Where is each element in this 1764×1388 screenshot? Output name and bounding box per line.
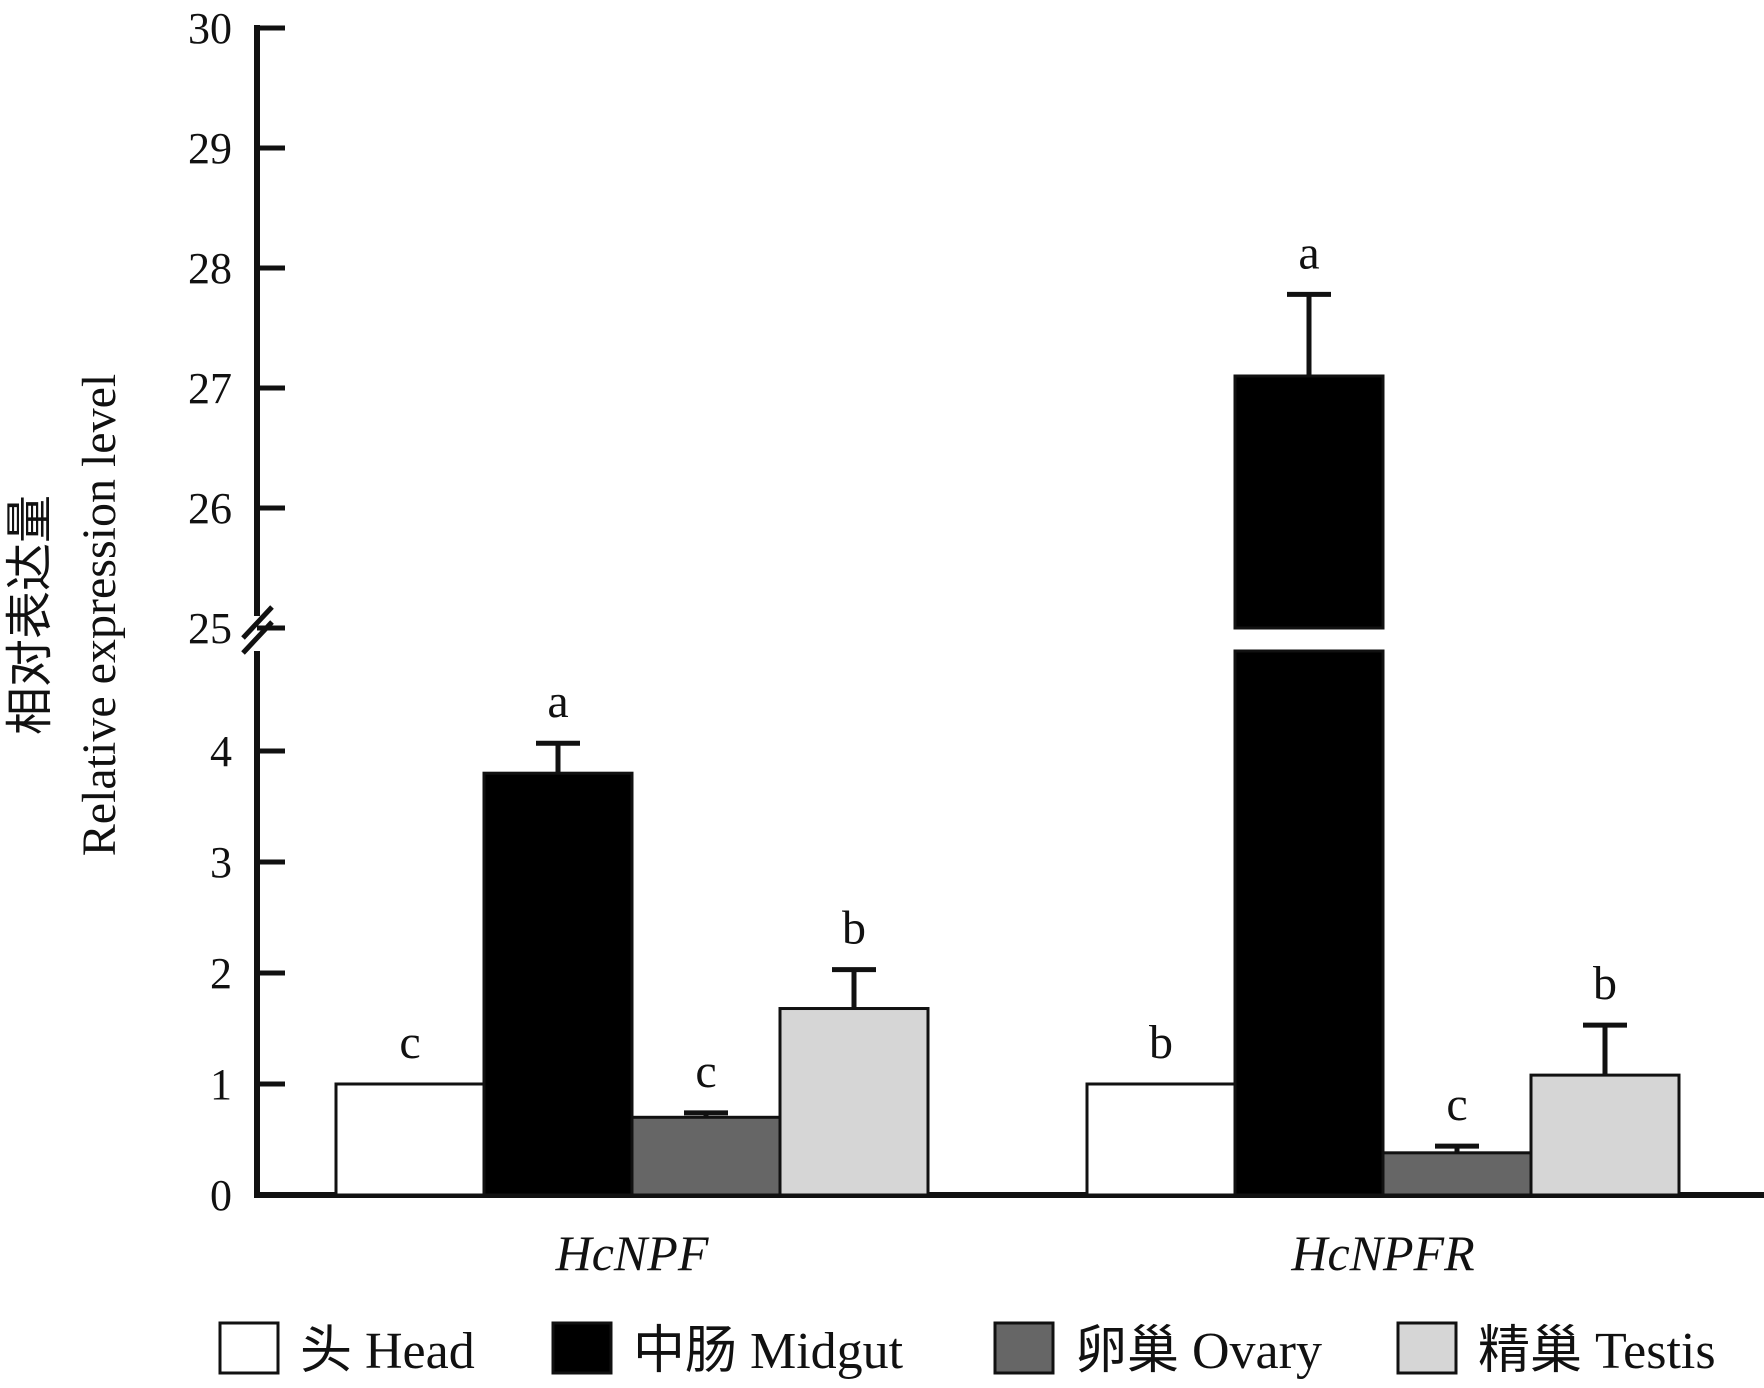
bar <box>630 1115 782 1197</box>
legend-swatch <box>551 1321 613 1375</box>
significance-label: b <box>842 902 866 955</box>
y-tick-label: 4 <box>210 727 232 776</box>
y-axis: 0 1 2 3 4 25 26 27 28 29 30 <box>188 4 1764 1220</box>
bar <box>1529 1073 1681 1197</box>
legend-swatch <box>1396 1321 1458 1375</box>
legend-swatch <box>218 1321 280 1375</box>
significance-label: c <box>695 1045 716 1098</box>
significance-label: b <box>1149 1016 1173 1069</box>
bars: c a c b HcNPF b a c b HcNPFR <box>334 226 1681 1281</box>
y-tick-label: 1 <box>210 1060 232 1109</box>
significance-label: c <box>1446 1078 1467 1131</box>
legend-label: 头 Head <box>300 1323 475 1380</box>
significance-label: b <box>1593 957 1617 1010</box>
significance-label: c <box>399 1016 420 1069</box>
significance-label: a <box>1298 226 1319 279</box>
bar <box>1233 374 1385 630</box>
bar <box>778 1007 930 1197</box>
significance-label: a <box>547 675 568 728</box>
legend-label: 精巢 Testis <box>1478 1323 1716 1380</box>
bar <box>1233 649 1385 1197</box>
legend-swatch <box>993 1321 1055 1375</box>
y-tick-label: 30 <box>188 4 232 53</box>
y-tick-label: 3 <box>210 838 232 887</box>
y-axis-label-cn: 相对表达量 <box>4 495 57 735</box>
y-tick-label: 28 <box>188 244 232 293</box>
y-axis-label-en: Relative expression level <box>73 374 126 857</box>
legend: 头 Head 中肠 Midgut 卵巢 Ovary 精巢 Testis <box>218 1321 1716 1380</box>
legend-label: 卵巢 Ovary <box>1075 1323 1322 1380</box>
y-tick-label: 29 <box>188 124 232 173</box>
axis-break-mark <box>241 605 274 640</box>
y-tick-label: 25 <box>188 604 232 653</box>
y-tick-label: 27 <box>188 364 232 413</box>
y-tick-label: 0 <box>210 1171 232 1220</box>
y-tick-label: 26 <box>188 484 232 533</box>
x-category-label: HcNPF <box>555 1225 709 1281</box>
y-tick-label: 2 <box>210 949 232 998</box>
legend-label: 中肠 Midgut <box>633 1323 904 1380</box>
x-category-label: HcNPFR <box>1290 1225 1474 1281</box>
bar <box>1381 1151 1533 1197</box>
bar <box>1085 1082 1237 1197</box>
bar <box>482 771 634 1197</box>
bar <box>334 1082 486 1197</box>
